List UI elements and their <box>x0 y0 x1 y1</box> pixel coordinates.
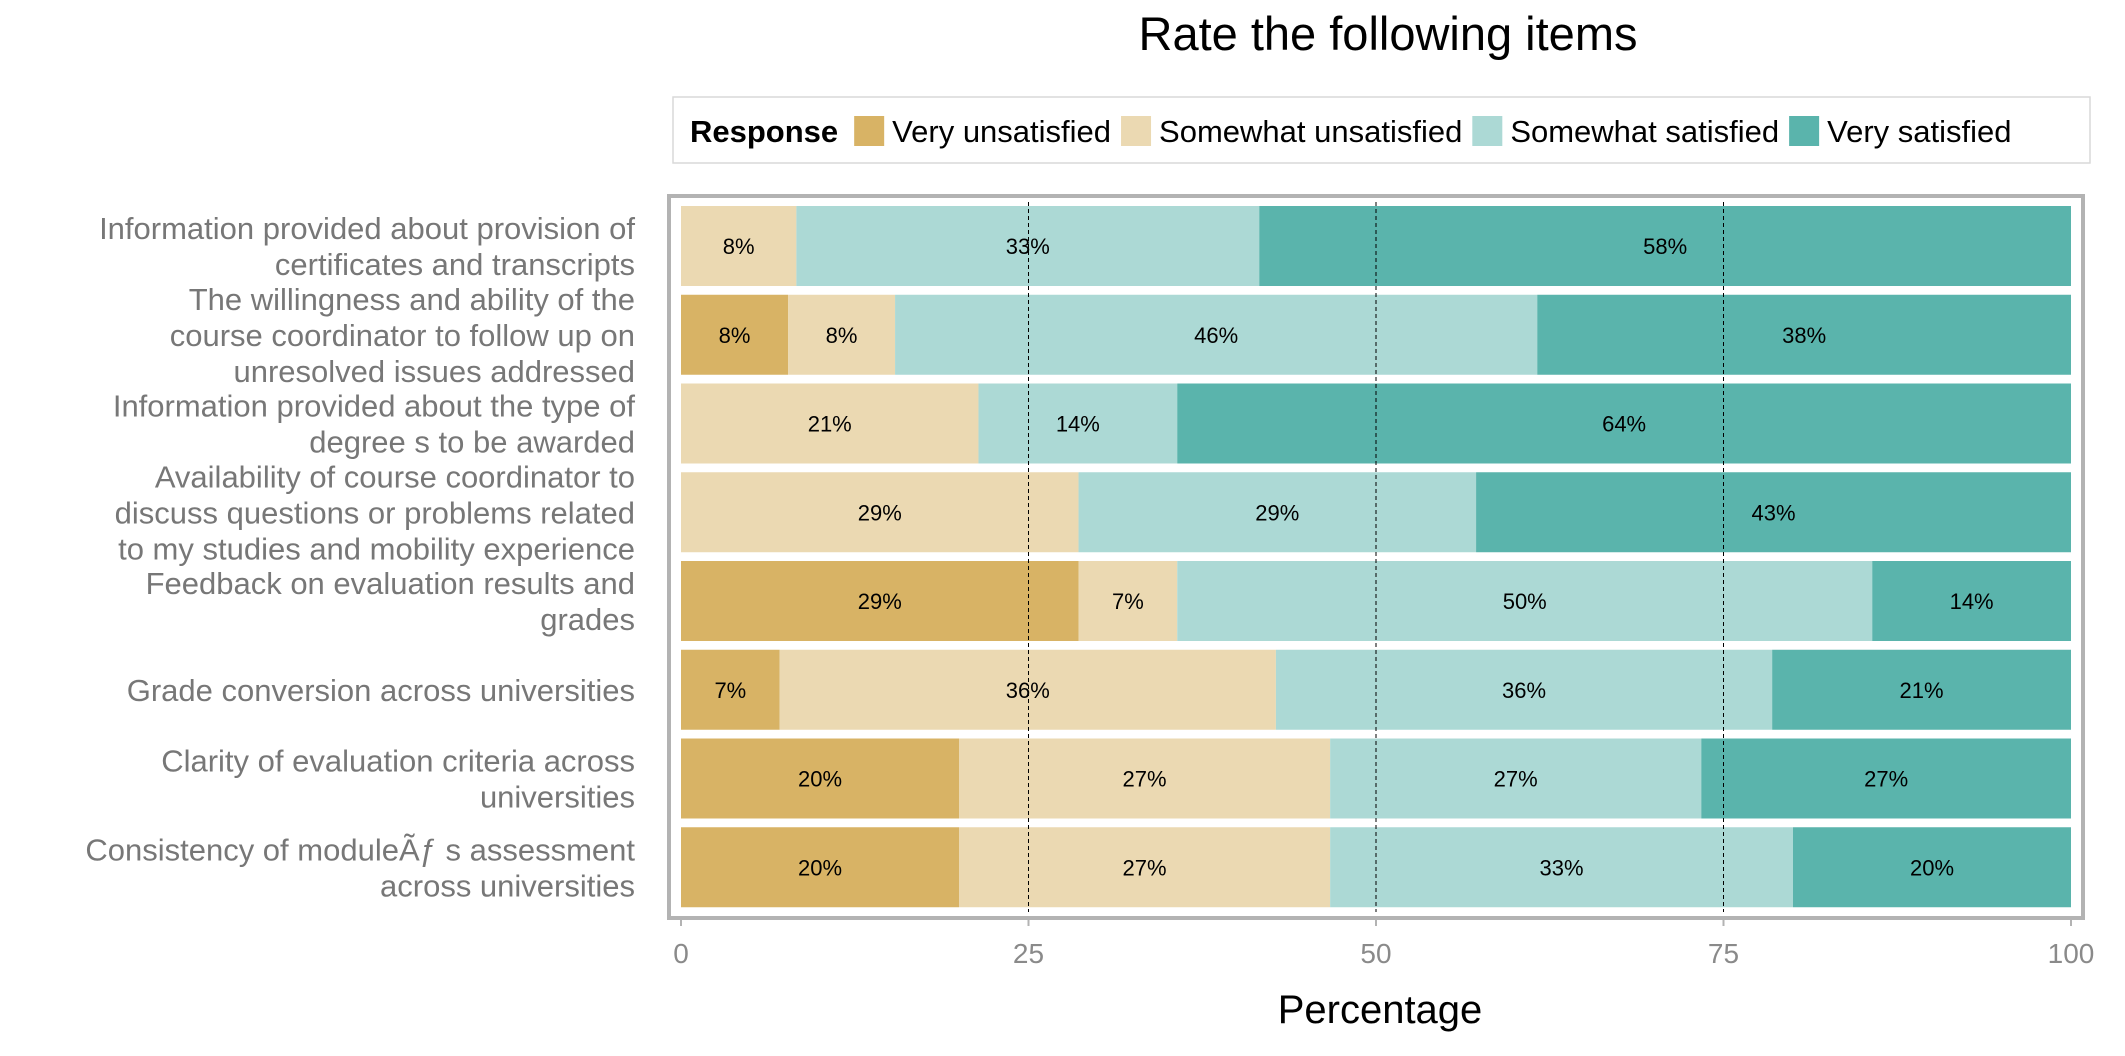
legend-key <box>1472 116 1503 146</box>
x-tick-label: 0 <box>673 938 689 969</box>
bar-value-label: 43% <box>1752 500 1796 525</box>
bar-segment <box>1275 649 1773 730</box>
chart-title: Rate the following items <box>1139 7 1638 60</box>
bar-segment <box>1793 827 2071 908</box>
category-label: Feedback on evaluation results and grades <box>146 566 635 637</box>
bar-segment <box>1330 738 1702 819</box>
category-label: Information provided about provision of c… <box>99 211 635 282</box>
bar-value-label: 20% <box>798 767 842 792</box>
bar-segment <box>681 827 959 908</box>
bar-value-label: 7% <box>1112 589 1144 614</box>
bar-value-label: 21% <box>1900 678 1944 703</box>
bar-segment <box>1537 294 2071 375</box>
bar-value-label: 20% <box>1910 855 1954 880</box>
bar-segment <box>796 206 1260 286</box>
x-tick-label: 25 <box>1013 938 1044 969</box>
bar-value-label: 14% <box>1056 412 1100 437</box>
legend-label: Somewhat satisfied <box>1510 114 1779 149</box>
bar-value-label: 8% <box>719 323 751 348</box>
legend-key <box>1789 116 1820 146</box>
bar-value-label: 38% <box>1782 323 1826 348</box>
bar-segment <box>1078 472 1477 553</box>
bar-segment <box>1772 649 2071 730</box>
bar-value-label: 29% <box>1255 500 1299 525</box>
x-tick-label: 100 <box>2048 938 2095 969</box>
bar-value-label: 36% <box>1502 678 1546 703</box>
category-label: Information provided about the type of de… <box>113 389 636 460</box>
bar-value-label: 29% <box>858 500 902 525</box>
bar-segment <box>978 383 1178 464</box>
bar-value-label: 36% <box>1006 678 1050 703</box>
bar-value-label: 27% <box>1123 767 1167 792</box>
legend-key <box>1121 116 1152 146</box>
category-label: Grade conversion across universities <box>127 673 635 708</box>
legend-box <box>672 96 2091 164</box>
bar-segment <box>959 827 1331 908</box>
bar-segment <box>1330 827 1793 908</box>
bar-segment <box>788 294 896 375</box>
bar-value-label: 33% <box>1540 855 1584 880</box>
bar-segment <box>1872 561 2071 641</box>
x-axis-title: Percentage <box>1278 988 1483 1032</box>
bar-segment <box>1259 206 2071 286</box>
bar-segment <box>959 738 1331 819</box>
x-tick-label: 50 <box>1360 938 1391 969</box>
bar-segment <box>681 383 979 464</box>
bar-segment <box>1476 472 2071 553</box>
bar-segment <box>1177 561 1873 641</box>
bar-value-label: 7% <box>714 678 746 703</box>
bar-value-label: 27% <box>1494 767 1538 792</box>
bar-segment <box>895 294 1538 375</box>
legend-label: Very unsatisfied <box>892 114 1111 149</box>
gridlines <box>1028 202 1724 912</box>
bar-value-label: 64% <box>1602 412 1646 437</box>
bar-value-label: 21% <box>808 412 852 437</box>
category-label: Consistency of moduleÃƒ s assessment acro… <box>85 832 635 903</box>
legend-label: Somewhat unsatisfied <box>1159 114 1462 149</box>
bar-value-label: 33% <box>1006 234 1050 259</box>
legend-title: Response <box>690 114 838 149</box>
bar-value-label: 27% <box>1123 855 1167 880</box>
bar-segment <box>681 206 797 286</box>
category-label: Clarity of evaluation criteria across uni… <box>161 744 635 815</box>
bar-value-label: 27% <box>1864 767 1908 792</box>
bar-segment <box>1078 561 1178 641</box>
bar-value-label: 46% <box>1194 323 1238 348</box>
bar-segment <box>779 649 1276 730</box>
bar-value-label: 8% <box>723 234 755 259</box>
legend: Response Very unsatisfied Somewhat unsati… <box>672 96 2091 164</box>
bar-segment <box>681 472 1079 553</box>
bar-segment <box>1177 383 2071 464</box>
bar-value-label: 50% <box>1503 589 1547 614</box>
bar-value-label: 20% <box>798 855 842 880</box>
x-axis-ticks: 0 25 50 75 100 <box>673 918 2094 969</box>
bar-value-label: 29% <box>858 589 902 614</box>
bar-segment <box>1701 738 2071 819</box>
bar-segment <box>681 294 789 375</box>
category-label: Availability of course coordinator to dis… <box>115 459 635 566</box>
category-label: The willingness and ability of the course… <box>170 282 635 389</box>
bar-segment <box>681 649 780 730</box>
category-labels: Information provided about provision of c… <box>85 211 635 903</box>
bar-value-label: 8% <box>826 323 858 348</box>
bar-value-label: 58% <box>1643 234 1687 259</box>
bars: 8% 33% 58% 8% 8% 46% 38% 21% 14% 64% 29% 29% 43% 29% 7… <box>681 206 2071 908</box>
bar-segment <box>681 561 1079 641</box>
bar-segment <box>681 738 959 819</box>
bar-value-label: 14% <box>1950 589 1994 614</box>
legend-label: Very satisfied <box>1827 114 2011 149</box>
x-tick-label: 75 <box>1708 938 1739 969</box>
legend-key <box>854 116 885 146</box>
